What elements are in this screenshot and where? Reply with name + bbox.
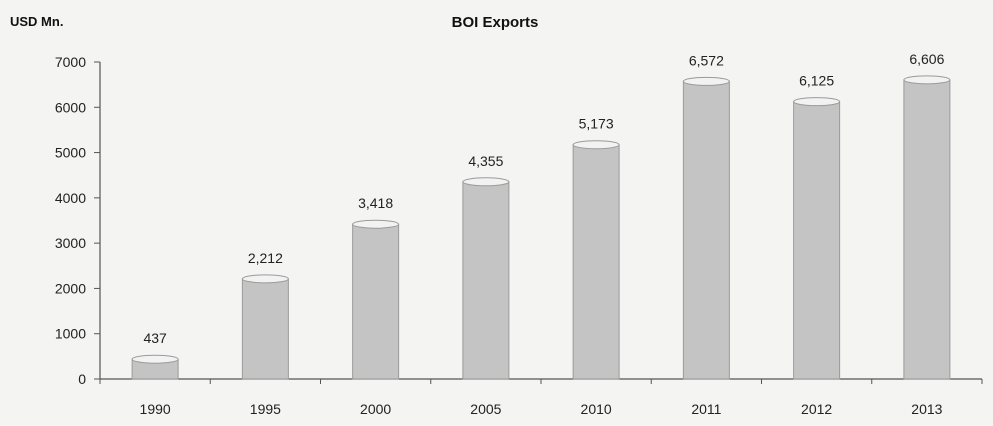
- y-axis-unit-label: USD Mn.: [10, 14, 63, 29]
- y-tick-label: 6000: [55, 99, 86, 115]
- bar-top-cap: [903, 75, 951, 85]
- axes: 0 1000 2000 3000 4000 5000 6000 7000 1990 1995 200…: [55, 54, 983, 417]
- bar: [462, 181, 510, 380]
- data-labels: 437 2,212 3,418 4,355 5,173 6,572 6,125 6,606: [143, 51, 944, 346]
- x-tick-label: 1995: [250, 401, 281, 417]
- bars: [131, 75, 951, 380]
- bar: [352, 223, 400, 380]
- bar-top-cap: [793, 97, 841, 107]
- y-tick-label: 0: [78, 371, 86, 387]
- data-label: 4,355: [468, 153, 503, 169]
- bar: [241, 278, 289, 380]
- bar: [903, 79, 951, 380]
- data-label: 3,418: [358, 195, 393, 211]
- bar-top-cap: [462, 177, 510, 187]
- y-tick-label: 3000: [55, 235, 86, 251]
- x-tick-label: 1990: [140, 401, 171, 417]
- bar-top-cap: [352, 219, 400, 229]
- data-label: 6,125: [799, 73, 834, 89]
- data-label: 5,173: [579, 116, 614, 132]
- data-label: 2,212: [248, 250, 283, 266]
- y-tick-label: 1000: [55, 326, 86, 342]
- bar-top-cap: [572, 140, 620, 150]
- chart-title: BOI Exports: [452, 14, 539, 31]
- bar: [572, 144, 620, 380]
- x-tick-label: 2013: [911, 401, 942, 417]
- y-tick-label: 2000: [55, 280, 86, 296]
- y-tick-label: 5000: [55, 145, 86, 161]
- y-tick-label: 7000: [55, 54, 86, 70]
- x-tick-label: 2000: [360, 401, 391, 417]
- data-label: 437: [143, 330, 167, 346]
- bar: [682, 80, 730, 380]
- x-tick-label: 2005: [470, 401, 501, 417]
- x-tick-label: 2011: [691, 401, 721, 417]
- bar: [793, 101, 841, 380]
- y-tick-label: 4000: [55, 190, 86, 206]
- x-tick-label: 2012: [801, 401, 832, 417]
- x-tick-label: 2010: [581, 401, 612, 417]
- bar-top-cap: [682, 76, 730, 86]
- data-label: 6,572: [689, 52, 724, 68]
- data-label: 6,606: [909, 51, 944, 67]
- bar-top-cap: [131, 354, 179, 364]
- bar-top-cap: [241, 274, 289, 284]
